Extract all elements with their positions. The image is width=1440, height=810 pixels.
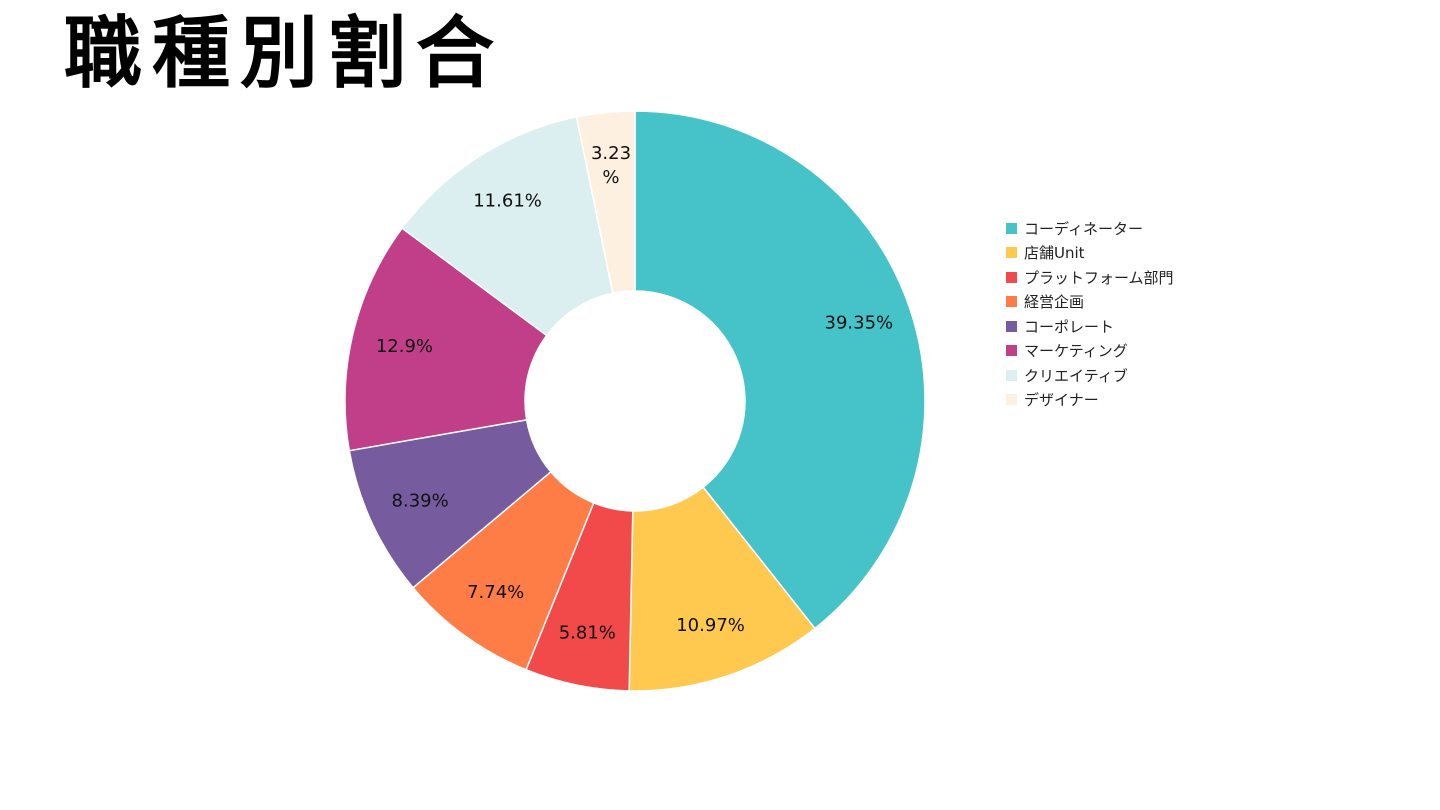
legend-item[interactable]: マーケティング [1006, 339, 1174, 364]
legend-label: プラットフォーム部門 [1024, 268, 1174, 287]
legend-swatch [1006, 247, 1017, 259]
legend-swatch [1006, 296, 1017, 308]
legend-label: 経営企画 [1024, 293, 1085, 312]
slice-value-label: 11.61% [473, 191, 542, 212]
slice-value-label: 3.23% [591, 143, 631, 188]
slice-value-label: 39.35% [825, 313, 894, 334]
legend-item[interactable]: 店舗Unit [1006, 241, 1174, 266]
page-title: 職種別割合 [64, 8, 505, 99]
donut-slice [628, 486, 816, 692]
legend-item[interactable]: コーディネーター [1006, 216, 1174, 241]
slice-value-label: 10.97% [676, 615, 745, 636]
legend-label: デザイナー [1024, 391, 1099, 410]
legend-swatch [1006, 394, 1017, 406]
donut-slice [575, 110, 636, 295]
legend-item[interactable]: プラットフォーム部門 [1006, 265, 1174, 290]
slice-value-label: 7.74% [467, 582, 524, 603]
donut-slice [401, 116, 614, 337]
legend-swatch [1006, 369, 1017, 381]
legend-label: クリエイティブ [1024, 366, 1128, 385]
legend-swatch [1006, 345, 1017, 357]
legend-label: 店舗Unit [1024, 244, 1085, 263]
legend-swatch [1006, 271, 1017, 283]
legend-label: コーディネーター [1024, 219, 1143, 238]
slice-value-label: 5.81% [559, 623, 616, 644]
legend-item[interactable]: コーポレート [1006, 314, 1174, 339]
donut-slice [634, 110, 926, 630]
legend-swatch [1006, 320, 1017, 332]
slice-value-label: 8.39% [392, 491, 449, 512]
legend-item[interactable]: 経営企画 [1006, 290, 1174, 315]
legend-label: コーポレート [1024, 317, 1115, 336]
slice-value-label: 12.9% [376, 336, 433, 357]
legend-swatch [1006, 222, 1017, 234]
legend-item[interactable]: デザイナー [1006, 388, 1174, 413]
donut-slice [344, 227, 548, 452]
legend-item[interactable]: クリエイティブ [1006, 363, 1174, 388]
legend-label: マーケティング [1024, 342, 1128, 361]
chart-legend: コーディネーター 店舗Unit プラットフォーム部門 経営企画コーポレート マーケティン… [1006, 216, 1174, 412]
